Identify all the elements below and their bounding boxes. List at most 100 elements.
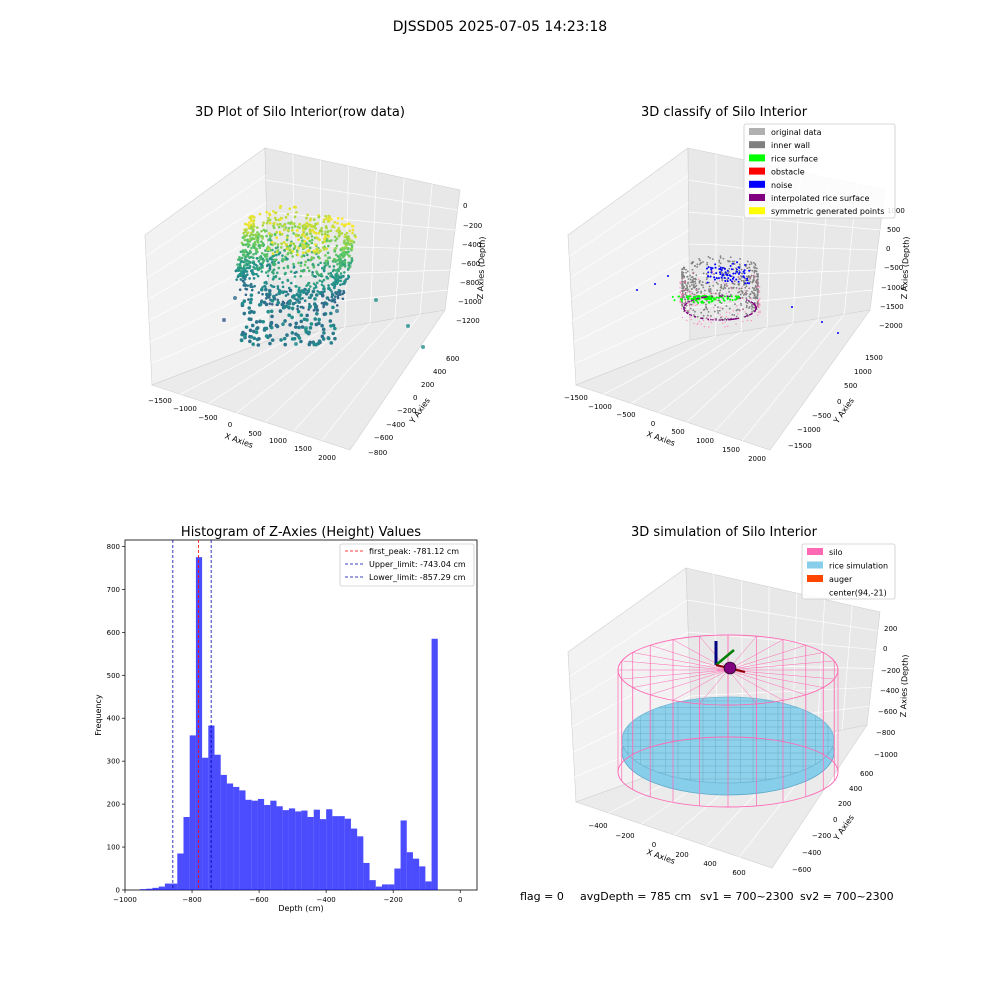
simulation-x-tick: −200 (615, 832, 634, 840)
data-point (322, 247, 326, 251)
noise-point (791, 306, 793, 308)
inner-wall-point (700, 291, 702, 294)
data-point (281, 281, 284, 284)
data-point (324, 214, 328, 218)
data-point (252, 265, 255, 269)
data-point (320, 280, 324, 283)
inner-wall-point (721, 279, 724, 282)
outlier-point (335, 309, 339, 313)
noise-point (654, 283, 656, 285)
interpolated-surface-point (707, 318, 709, 321)
interpolated-surface-point (711, 295, 713, 298)
y-tick-label: 800 (107, 543, 120, 551)
data-point (284, 294, 288, 297)
gridline (688, 211, 881, 231)
original-data-point (684, 281, 687, 283)
data-point (250, 288, 254, 292)
original-data-point (741, 308, 744, 311)
data-point (264, 255, 267, 258)
original-data-point (708, 326, 710, 328)
interpolated-surface-point (683, 309, 686, 312)
data-point (289, 222, 292, 225)
data-point (261, 266, 264, 269)
avg-depth-text: avgDepth = 785 cm (580, 890, 691, 903)
simulation-z-tick: −400 (880, 687, 899, 695)
data-point (340, 232, 344, 235)
rice-surface-point (734, 298, 737, 301)
data-point (311, 228, 314, 232)
interpolated-surface-point (702, 296, 705, 299)
data-point (334, 280, 337, 283)
inner-wall-point (727, 272, 730, 275)
data-point (332, 281, 335, 284)
gridline (269, 289, 448, 309)
original-data-point (754, 277, 756, 279)
data-point (343, 260, 347, 264)
data-point (325, 263, 328, 266)
raw-z-tick-labels: 0 −200 −400 −600 −800 −1000 −1200 (456, 202, 482, 325)
data-point (330, 295, 334, 299)
gridline (573, 284, 690, 343)
original-data-point (750, 297, 752, 300)
inner-wall-point (732, 268, 735, 271)
interpolated-surface-point (715, 319, 717, 321)
noise-point (707, 271, 710, 274)
classify-x-tick-labels: −1500 −1000 −500 0 500 1000 1500 2000 (564, 394, 766, 463)
inner-wall-point (720, 284, 723, 286)
data-point (250, 233, 253, 236)
original-data-point (683, 288, 686, 291)
inner-wall-point (750, 261, 752, 264)
inner-wall-point (718, 309, 721, 312)
inner-wall-point (700, 283, 703, 286)
interpolated-surface-point (721, 319, 724, 321)
data-point (299, 269, 303, 273)
data-point (258, 246, 262, 250)
data-point (333, 250, 337, 253)
data-point (243, 277, 247, 281)
gridline (267, 243, 453, 251)
data-point (245, 234, 248, 238)
data-point (247, 298, 250, 301)
noise-point (724, 271, 727, 274)
data-point (245, 270, 249, 273)
inner-wall-point (692, 309, 695, 312)
original-data-point (683, 293, 685, 295)
gridline (742, 314, 845, 441)
inner-wall-point (722, 287, 725, 290)
inner-wall-point (706, 263, 708, 266)
inner-wall-point (702, 261, 704, 263)
original-data-point (714, 318, 716, 320)
data-point (331, 331, 336, 336)
inner-wall-point (693, 286, 696, 289)
rice-surface-point (717, 296, 720, 299)
data-point (290, 251, 293, 255)
histogram-bar (357, 836, 364, 890)
original-data-point (729, 286, 732, 289)
data-point (268, 257, 272, 261)
data-point (320, 233, 324, 236)
data-point (252, 336, 257, 341)
inner-wall-point (705, 282, 707, 285)
noise-point (743, 276, 746, 279)
original-data-point (692, 304, 694, 306)
data-point (327, 235, 331, 238)
data-point (339, 279, 343, 283)
simulation-x-tick: 200 (675, 851, 688, 859)
inner-wall-point (727, 260, 730, 263)
noise-point (719, 273, 722, 276)
histogram-bar (406, 852, 413, 890)
original-data-point (757, 311, 759, 313)
data-point (308, 302, 311, 306)
data-point (258, 319, 262, 324)
data-point (347, 237, 351, 240)
data-point (268, 213, 272, 217)
inner-wall-point (722, 257, 725, 260)
data-point (268, 341, 272, 346)
inner-wall-point (711, 258, 714, 261)
data-point (281, 322, 285, 326)
inner-wall-point (749, 280, 752, 283)
inner-wall-point (754, 297, 757, 300)
y-tick-label: 700 (107, 586, 120, 594)
data-point (314, 243, 317, 246)
inner-wall-point (751, 281, 754, 284)
